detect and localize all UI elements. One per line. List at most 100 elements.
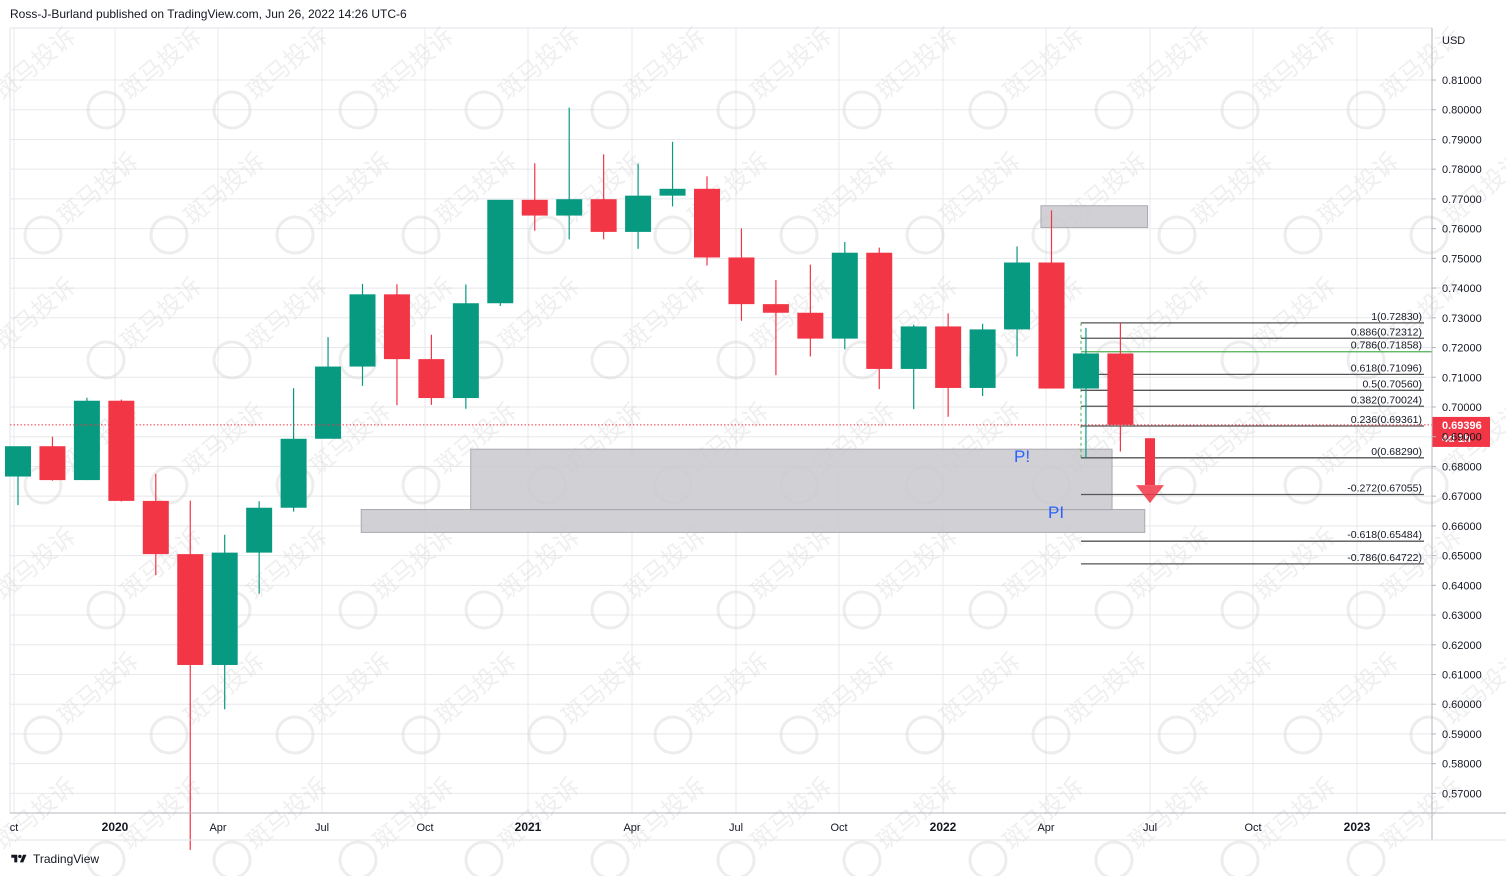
watermark-mark: 斑马投诉 (149, 148, 270, 255)
watermark-text: 斑马投诉 (116, 23, 207, 105)
watermark-text: 斑马投诉 (494, 523, 585, 605)
watermark-text: 斑马投诉 (368, 773, 459, 855)
watermark-text: 斑马投诉 (1313, 398, 1404, 480)
watermark-circle-icon (1346, 590, 1386, 630)
watermark-circle-icon (464, 90, 504, 130)
watermark-circle-icon (1346, 840, 1386, 876)
y-tick-label: 0.58000 (1442, 759, 1482, 771)
chart-publisher-header: Ross-J-Burland published on TradingView.… (10, 7, 407, 21)
candle-body (969, 329, 996, 388)
candle (73, 397, 100, 481)
watermark-circle-icon (842, 90, 882, 130)
chart-gridlines (9, 27, 1433, 814)
watermark-text: 斑马投诉 (494, 23, 585, 105)
fib-level-label: 0.786(0.71858) (1351, 340, 1422, 352)
zone-box (1040, 205, 1149, 228)
watermark-text: 斑马投诉 (242, 23, 333, 105)
candle-body (797, 312, 824, 339)
candle (177, 500, 204, 850)
y-tick-label: 0.67000 (1442, 491, 1482, 503)
watermark-text: 斑马投诉 (1439, 648, 1506, 730)
watermark-circle-icon (590, 340, 630, 380)
watermark-mark: 斑马投诉 (1220, 773, 1341, 876)
x-tick-label: Jul (315, 822, 329, 834)
watermark-circle-icon (779, 215, 819, 255)
watermark-mark: 斑马投诉 (212, 23, 333, 130)
watermark-layer: 斑马投诉 斑马投诉 斑马投诉 斑马投诉 斑马投诉 斑马投诉 斑马投诉 斑马投诉 斑马投诉 斑马投诉… (0, 23, 1506, 876)
watermark-text: 斑马投诉 (0, 773, 81, 855)
watermark-circle-icon (653, 715, 693, 755)
watermark-circle-icon (1094, 590, 1134, 630)
x-tick-label: Apr (1037, 822, 1054, 834)
watermark-text: 斑马投诉 (1376, 773, 1467, 855)
watermark-circle-icon (1220, 90, 1260, 130)
candle (383, 284, 410, 406)
y-tick-label: 0.79000 (1442, 134, 1482, 146)
watermark-text: 斑马投诉 (179, 398, 270, 480)
zone-label: P! (1014, 447, 1030, 466)
y-tick-label: 0.66000 (1442, 521, 1482, 533)
watermark-text: 斑马投诉 (746, 523, 837, 605)
watermark-circle-icon (464, 840, 504, 876)
y-tick-label: 0.68000 (1442, 461, 1482, 473)
last-price-value: 0.69396 (1442, 420, 1482, 432)
candle-body (1004, 262, 1031, 330)
watermark-mark: 斑马投诉 (338, 23, 459, 130)
watermark-circle-icon (86, 840, 126, 876)
watermark-mark: 斑马投诉 (842, 23, 963, 130)
x-tick-label: 2022 (930, 820, 957, 834)
fib-level-label: 0.5(0.70560) (1362, 378, 1422, 390)
watermark-text: 斑马投诉 (53, 148, 144, 230)
candle-body (452, 303, 479, 399)
watermark-circle-icon (527, 215, 567, 255)
watermark-text: 斑马投诉 (494, 773, 585, 855)
watermark-circle-icon (1283, 715, 1323, 755)
watermark-circle-icon (1409, 215, 1449, 255)
candle-body (211, 552, 238, 665)
watermark-circle-icon (212, 840, 252, 876)
watermark-mark: 斑马投诉 (464, 523, 585, 630)
candle (590, 154, 617, 240)
watermark-text: 斑马投诉 (1250, 23, 1341, 105)
watermark-mark: 斑马投诉 (86, 23, 207, 130)
currency-label: USD (1442, 35, 1465, 47)
watermark-circle-icon (968, 840, 1008, 876)
watermark-mark: 斑马投诉 (1157, 148, 1278, 255)
x-tick-label: Apr (623, 822, 640, 834)
watermark-text: 斑马投诉 (1061, 648, 1152, 730)
y-tick-label: 0.61000 (1442, 669, 1482, 681)
candle (866, 247, 893, 390)
y-tick-label: 0.59000 (1442, 729, 1482, 741)
watermark-text: 斑马投诉 (0, 23, 81, 105)
tradingview-brand[interactable]: TradingView (10, 850, 99, 868)
watermark-mark: 斑马投诉 (590, 23, 711, 130)
watermark-mark: 斑马投诉 (1283, 648, 1404, 755)
watermark-circle-icon (1157, 215, 1197, 255)
watermark-text: 斑马投诉 (179, 148, 270, 230)
watermark-text: 斑马投诉 (53, 648, 144, 730)
watermark-mark: 斑马投诉 (1031, 148, 1152, 255)
watermark-circle-icon (779, 715, 819, 755)
watermark-text: 斑马投诉 (242, 773, 333, 855)
y-tick-label: 0.81000 (1442, 75, 1482, 87)
watermark-circle-icon (86, 590, 126, 630)
watermark-circle-icon (716, 90, 756, 130)
watermark-mark: 斑马投诉 (779, 648, 900, 755)
x-tick-label: 2023 (1344, 820, 1371, 834)
x-tick-label: Jul (1143, 822, 1157, 834)
watermark-text: 斑马投诉 (1187, 648, 1278, 730)
y-tick-label: 0.80000 (1442, 105, 1482, 117)
supply-demand-zones: P! PI (360, 205, 1149, 533)
candle-body (5, 446, 31, 477)
watermark-circle-icon (653, 215, 693, 255)
watermark-circle-icon (23, 715, 63, 755)
watermark-circle-icon (1283, 465, 1323, 505)
fib-level-label: 0(0.68290) (1371, 446, 1422, 458)
tradingview-brand-label: TradingView (33, 852, 100, 866)
y-tick-label: 0.72000 (1442, 343, 1482, 355)
watermark-text: 斑马投诉 (620, 773, 711, 855)
candle-body (108, 400, 135, 501)
watermark-circle-icon (275, 215, 315, 255)
